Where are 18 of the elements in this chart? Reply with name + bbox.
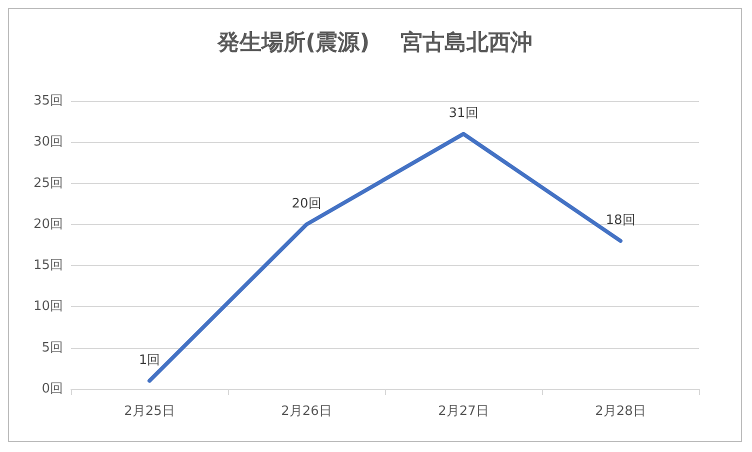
chart-title: 発生場所(震源) 宮古島北西沖 <box>216 30 532 56</box>
x-tick-label: 2月26日 <box>281 404 332 419</box>
y-tick-label: 35回 <box>33 94 63 108</box>
data-label: 1回 <box>138 352 160 368</box>
y-tick-label: 15回 <box>33 258 63 274</box>
x-tick-label: 2月25日 <box>124 404 175 419</box>
line-series <box>148 132 622 383</box>
data-label: 31回 <box>448 106 478 121</box>
y-tick-label: 30回 <box>33 134 63 150</box>
y-tick-label: 10回 <box>33 299 63 314</box>
x-tick-label: 2月27日 <box>438 404 489 419</box>
y-tick-label: 20回 <box>33 216 63 232</box>
y-tick-label: 0回 <box>42 382 63 396</box>
y-tick-label: 25回 <box>33 176 63 191</box>
data-label: 20回 <box>292 196 322 212</box>
y-tick-label: 5回 <box>42 340 63 356</box>
x-tick-label: 2月28日 <box>595 404 646 419</box>
data-label: 18回 <box>606 212 636 228</box>
